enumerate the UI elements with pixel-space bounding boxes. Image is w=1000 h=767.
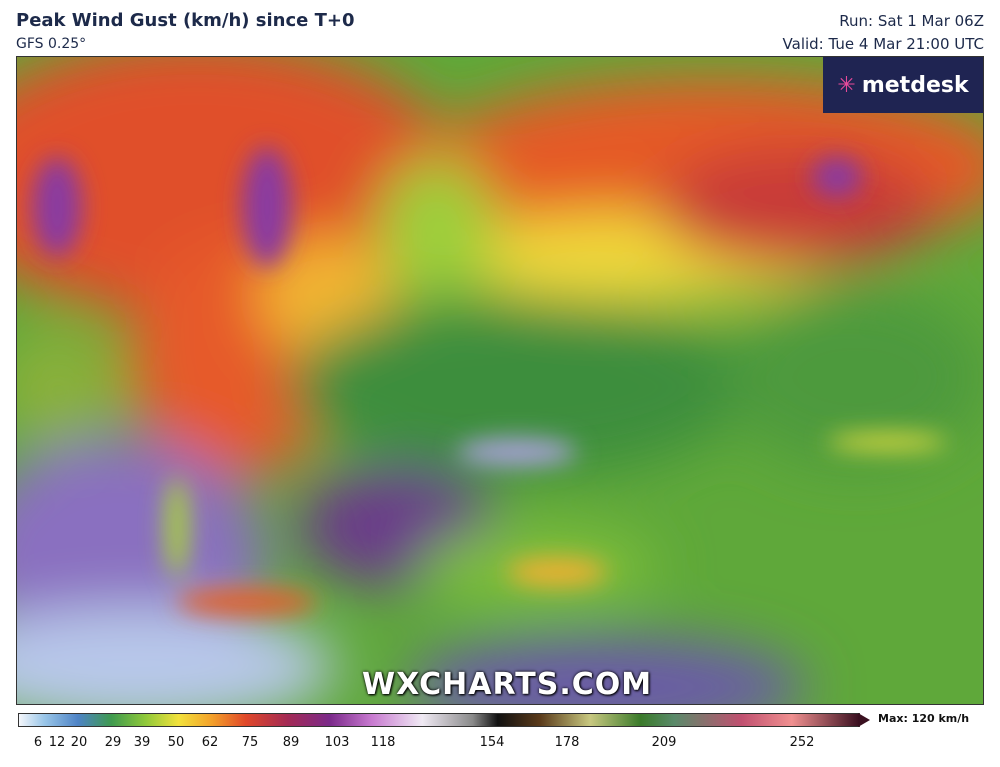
logo: ✳ metdesk [823, 57, 983, 113]
colorbar-tick-label: 103 [324, 735, 350, 750]
colorbar-arrow [858, 713, 870, 727]
colorbar-tick-label: 62 [201, 735, 219, 750]
colorbar [18, 713, 860, 727]
colorbar-tick-label: 12 [48, 735, 66, 750]
subtitle: GFS 0.25° [16, 36, 87, 52]
colorbar-tick-label: 118 [370, 735, 396, 750]
title: Peak Wind Gust (km/h) since T+0 [16, 10, 355, 31]
colorbar-tick-label: 75 [241, 735, 259, 750]
logo-icon: ✳ [837, 72, 856, 98]
colorbar-tick-label: 252 [789, 735, 815, 750]
colorbar-tick-label: 20 [70, 735, 88, 750]
max-label: Max: 120 km/h [878, 712, 970, 725]
logo-text: metdesk [861, 72, 969, 98]
colorbar-tick-label: 50 [167, 735, 185, 750]
colorbar-tick-label: 89 [282, 735, 300, 750]
colorbar-tick-label: 209 [651, 735, 677, 750]
run-time: Run: Sat 1 Mar 06Z [839, 12, 984, 30]
colorbar-tick-label: 39 [133, 735, 151, 750]
watermark: WXCHARTS.COM [362, 667, 653, 702]
valid-time: Valid: Tue 4 Mar 21:00 UTC [782, 35, 984, 53]
colorbar-tick-label: 6 [33, 735, 43, 750]
wind-map: ✳ metdesk WXCHARTS.COM [16, 56, 984, 705]
map-field [17, 57, 983, 704]
colorbar-tick-label: 178 [554, 735, 580, 750]
colorbar-tick-label: 29 [104, 735, 122, 750]
colorbar-tick-label: 154 [479, 735, 505, 750]
